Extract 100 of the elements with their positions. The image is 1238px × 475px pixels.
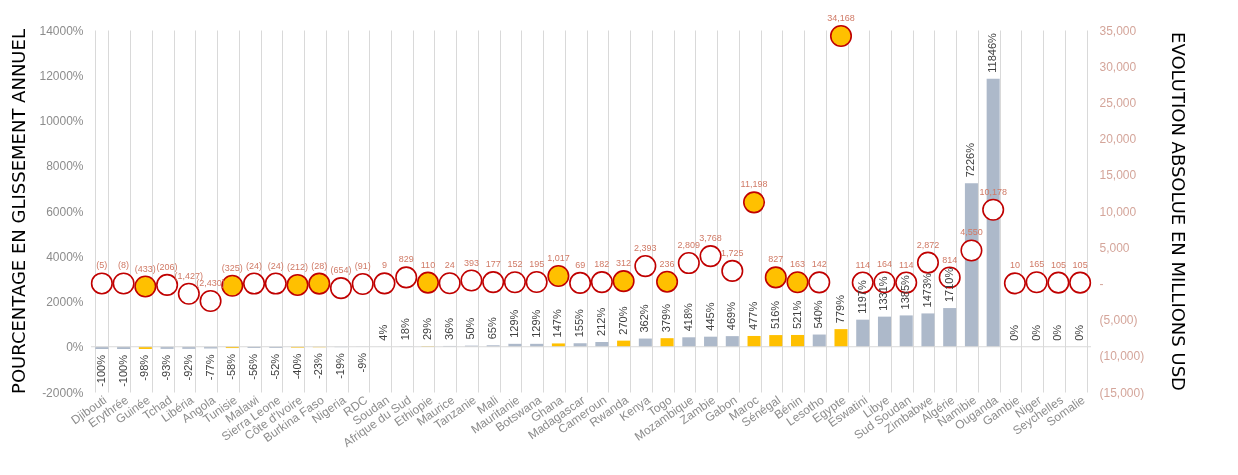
data-label: 1331%	[877, 276, 890, 311]
y-tick-label: 4000%	[46, 249, 84, 264]
data-label: 36%	[442, 317, 455, 340]
data-label: -92%	[181, 354, 194, 381]
data-label: 105	[1050, 259, 1066, 270]
data-label: 142	[811, 259, 827, 270]
data-label: (654)	[330, 265, 352, 276]
y2-tick-label: (15,000)	[1099, 385, 1145, 400]
data-label: (325)	[221, 262, 243, 273]
data-label: -19%	[334, 352, 346, 379]
y-tick-label: 6000%	[46, 204, 84, 219]
data-label: 2,872	[916, 239, 940, 250]
y-tick-label: 8000%	[46, 159, 84, 174]
data-label: (433)	[134, 263, 156, 274]
data-label: -100%	[116, 354, 129, 387]
data-label: 163	[790, 259, 806, 270]
data-label: 29%	[420, 317, 433, 341]
data-label: 114	[899, 259, 914, 270]
y-axis-title: POURCENTAGE EN GLISSEMENT ANNUEL	[8, 29, 30, 394]
data-label: 829	[398, 254, 414, 265]
data-label: 164	[876, 259, 892, 270]
data-label: 393	[463, 257, 479, 268]
data-label: 827	[768, 254, 784, 265]
data-label: 152	[507, 259, 523, 270]
data-label: -9%	[355, 352, 368, 373]
y-tick-label: 12000%	[39, 68, 84, 83]
data-label: (91)	[354, 261, 371, 272]
data-label: -40%	[290, 353, 303, 380]
data-label: 11846%	[986, 32, 999, 73]
y-tick-label: 10000%	[39, 114, 84, 128]
data-label: -23%	[312, 353, 325, 379]
data-label: 379%	[660, 303, 673, 333]
data-label: 1385%	[899, 274, 912, 310]
data-label: -52%	[268, 353, 281, 380]
data-label: 155%	[573, 308, 586, 338]
y-tick-label: 0%	[66, 340, 84, 355]
data-label: 0%	[1073, 324, 1086, 341]
data-label: (212)	[287, 261, 309, 272]
y2-tick-label: (5,000)	[1099, 313, 1138, 328]
y-tick-label: -2000%	[42, 385, 84, 400]
data-label: 0%	[1051, 324, 1064, 341]
data-label: 69	[575, 259, 586, 270]
data-label: 147%	[551, 309, 564, 338]
data-label: 521%	[790, 300, 803, 329]
data-label: -98%	[138, 354, 151, 381]
data-label: 165	[1029, 259, 1045, 270]
data-label: (28)	[311, 260, 328, 271]
data-label: 236	[659, 258, 675, 269]
data-label: (206)	[156, 261, 178, 272]
data-label: 110	[420, 259, 436, 270]
y2-tick-label: 5,000	[1099, 240, 1130, 255]
data-label: 362%	[638, 304, 651, 333]
data-label: 270%	[616, 306, 629, 335]
data-label: 129%	[507, 309, 520, 338]
data-label: 9	[381, 260, 387, 271]
data-label: 0%	[1029, 324, 1042, 341]
data-label: 1,725	[721, 247, 744, 258]
y2-tick-label: 10,000	[1099, 204, 1137, 219]
y2-tick-label: (10,000)	[1099, 349, 1145, 364]
data-label: 212%	[594, 307, 607, 336]
data-label: 477%	[747, 301, 760, 330]
data-label: 182	[594, 259, 610, 270]
data-label: -56%	[247, 353, 260, 380]
data-label: 2,809	[677, 240, 701, 251]
data-label: 814	[942, 254, 958, 265]
data-label: 177	[485, 259, 501, 270]
y2-tick-label: 15,000	[1099, 168, 1137, 183]
data-label: 10,178	[979, 186, 1007, 197]
data-label: -77%	[203, 354, 216, 381]
y2-tick-label: 20,000	[1099, 132, 1137, 147]
data-label: 65%	[486, 317, 499, 340]
y-tick-label: 2000%	[46, 295, 84, 309]
data-label: -100%	[94, 354, 107, 387]
data-label: -93%	[160, 354, 173, 381]
data-label: 1,017	[547, 253, 570, 264]
data-label: 0%	[1007, 324, 1020, 341]
data-label: 4%	[377, 324, 390, 341]
data-label: 312	[616, 258, 632, 269]
data-label: (24)	[246, 260, 263, 271]
data-label: 34,168	[827, 13, 855, 24]
data-label: 469%	[725, 301, 738, 331]
data-label: 129%	[529, 309, 542, 338]
y2-tick-label: -	[1099, 276, 1104, 291]
data-label: (5)	[96, 260, 108, 271]
y2-axis-title: EVOLUTION ABSOLUE EN MILLIONS USD	[1168, 32, 1190, 391]
data-label: (1,427)	[174, 270, 204, 281]
data-label: (8)	[118, 260, 130, 271]
data-label: 24	[444, 260, 455, 271]
y2-tick-label: 25,000	[1099, 95, 1137, 110]
y2-tick-label: 30,000	[1099, 59, 1137, 74]
data-label: 195	[529, 258, 545, 269]
data-label: 540%	[812, 300, 825, 329]
data-label: 779%	[834, 294, 846, 324]
data-label: 18%	[399, 318, 412, 341]
data-label: 2,393	[634, 243, 657, 254]
data-label: 11,198	[740, 179, 768, 190]
data-label: 1473%	[920, 272, 933, 308]
data-label: 7226%	[964, 142, 977, 178]
data-label: 105	[1072, 259, 1088, 270]
data-label: 516%	[768, 300, 781, 330]
